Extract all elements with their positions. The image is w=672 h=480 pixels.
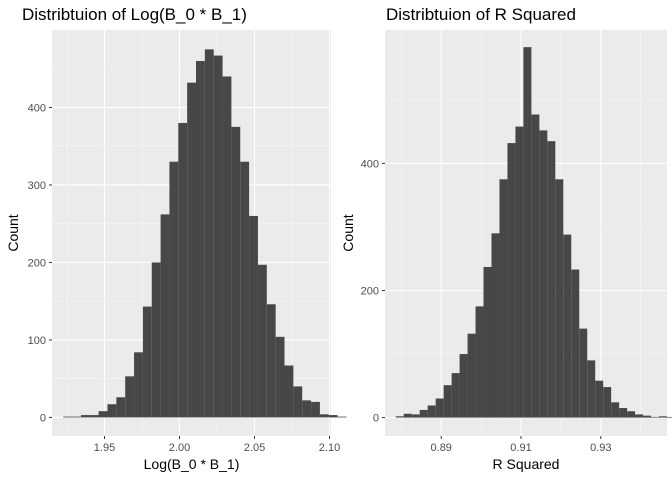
histogram-bar xyxy=(257,264,267,418)
histogram-bar xyxy=(98,411,108,418)
histogram-bar xyxy=(563,234,572,418)
x-tick-label: 1.95 xyxy=(94,442,115,454)
histogram-bar xyxy=(587,360,596,418)
histogram-bar xyxy=(319,414,329,418)
chart-title: Distribtuion of R Squared xyxy=(386,5,576,24)
histogram-bar xyxy=(107,404,117,418)
histogram-bar xyxy=(435,398,444,418)
histogram-bar xyxy=(459,354,468,418)
histogram-bar xyxy=(187,82,196,418)
chart-title: Distribtuion of Log(B_0 * B_1) xyxy=(22,5,247,24)
histogram-bar xyxy=(507,143,516,418)
x-tick-label: 2.00 xyxy=(169,442,190,454)
histogram-bar xyxy=(611,402,620,418)
histogram-bar xyxy=(483,266,492,418)
x-tick-label: 0.89 xyxy=(431,442,452,454)
histogram-bar xyxy=(231,126,241,418)
histogram-bar xyxy=(539,130,548,418)
x-tick-label: 2.10 xyxy=(319,442,340,454)
y-tick-label: 400 xyxy=(28,102,46,114)
histogram-bar xyxy=(451,373,460,418)
histogram-bar xyxy=(125,376,135,418)
histogram-bar xyxy=(275,336,285,418)
x-axis-label: R Squared xyxy=(493,456,560,472)
x-tick-label: 2.05 xyxy=(244,442,265,454)
histogram-bar xyxy=(531,114,540,418)
histogram-bar xyxy=(515,126,524,418)
histogram-bar xyxy=(411,414,420,418)
histogram-bars xyxy=(63,49,347,418)
histogram-bar xyxy=(467,333,476,418)
y-tick-label: 200 xyxy=(361,286,379,298)
histogram-bar xyxy=(443,385,452,418)
histogram-bar xyxy=(169,161,179,418)
histogram-bar xyxy=(284,365,294,418)
histogram-bar xyxy=(89,415,99,418)
histogram-bar xyxy=(222,76,232,418)
histogram-bar xyxy=(643,415,652,418)
axis-ticks: 0.89 0.91 0.93 0 200 400 xyxy=(361,158,612,454)
histogram-bar xyxy=(571,269,580,418)
histogram-bar xyxy=(337,416,347,418)
histogram-bar xyxy=(651,416,660,418)
x-tick-label: 0.91 xyxy=(510,442,531,454)
log-b0-b1-histogram-panel: Distribtuion of Log(B_0 * B_1) 1.95 2.00 2… xyxy=(5,5,347,472)
histogram-bars xyxy=(395,47,672,418)
histogram-bar xyxy=(240,161,250,418)
axis-ticks: 1.95 2.00 2.05 2.10 0 100 200 300 400 xyxy=(28,102,341,454)
histogram-bar xyxy=(178,122,188,418)
histogram-bar xyxy=(395,416,404,418)
y-axis-label: Count xyxy=(340,214,356,251)
histogram-bar xyxy=(475,306,484,418)
histogram-bar xyxy=(547,141,556,418)
histogram-bar xyxy=(142,306,152,418)
histogram-bar xyxy=(595,380,604,418)
histogram-bar xyxy=(302,400,312,418)
histogram-bar xyxy=(427,405,436,418)
histogram-bar xyxy=(151,262,161,418)
y-tick-label: 0 xyxy=(373,413,379,425)
r-squared-histogram-panel: Distribtuion of R Squared 0.89 0.91 0.93 0 2… xyxy=(340,5,672,472)
histogram-bar xyxy=(491,233,500,418)
histogram-bar xyxy=(311,401,320,418)
histogram-bar xyxy=(555,179,564,418)
histogram-bar xyxy=(523,47,532,418)
y-tick-label: 200 xyxy=(28,257,46,269)
histogram-bar xyxy=(419,409,428,418)
histogram-bar xyxy=(403,413,412,418)
histogram-bar xyxy=(635,414,644,418)
histogram-bar xyxy=(160,214,170,418)
x-axis-label: Log(B_0 * B_1) xyxy=(144,456,240,472)
y-tick-label: 100 xyxy=(28,335,46,347)
histogram-bar xyxy=(627,411,636,418)
histogram-bar xyxy=(72,416,81,418)
histogram-bar xyxy=(579,328,588,418)
histogram-bar xyxy=(213,55,223,418)
histogram-bar xyxy=(196,60,205,418)
histogram-bar xyxy=(266,304,276,418)
histogram-bar xyxy=(603,387,612,418)
histogram-bar xyxy=(63,416,73,418)
histogram-bar xyxy=(499,179,508,418)
histogram-bar xyxy=(667,416,672,418)
x-tick-label: 0.93 xyxy=(590,442,611,454)
histogram-bar xyxy=(659,416,667,418)
histogram-bar xyxy=(293,386,303,418)
histogram-bar xyxy=(619,408,628,418)
histogram-bar xyxy=(328,415,338,418)
y-tick-label: 400 xyxy=(361,158,379,170)
y-axis-label: Count xyxy=(5,214,21,251)
y-tick-label: 0 xyxy=(40,412,46,424)
histogram-bar xyxy=(204,49,214,418)
histogram-bar xyxy=(116,397,126,418)
histogram-bar xyxy=(134,352,143,418)
histogram-bar xyxy=(249,215,258,418)
histogram-bar xyxy=(80,415,90,418)
y-tick-label: 300 xyxy=(28,180,46,192)
